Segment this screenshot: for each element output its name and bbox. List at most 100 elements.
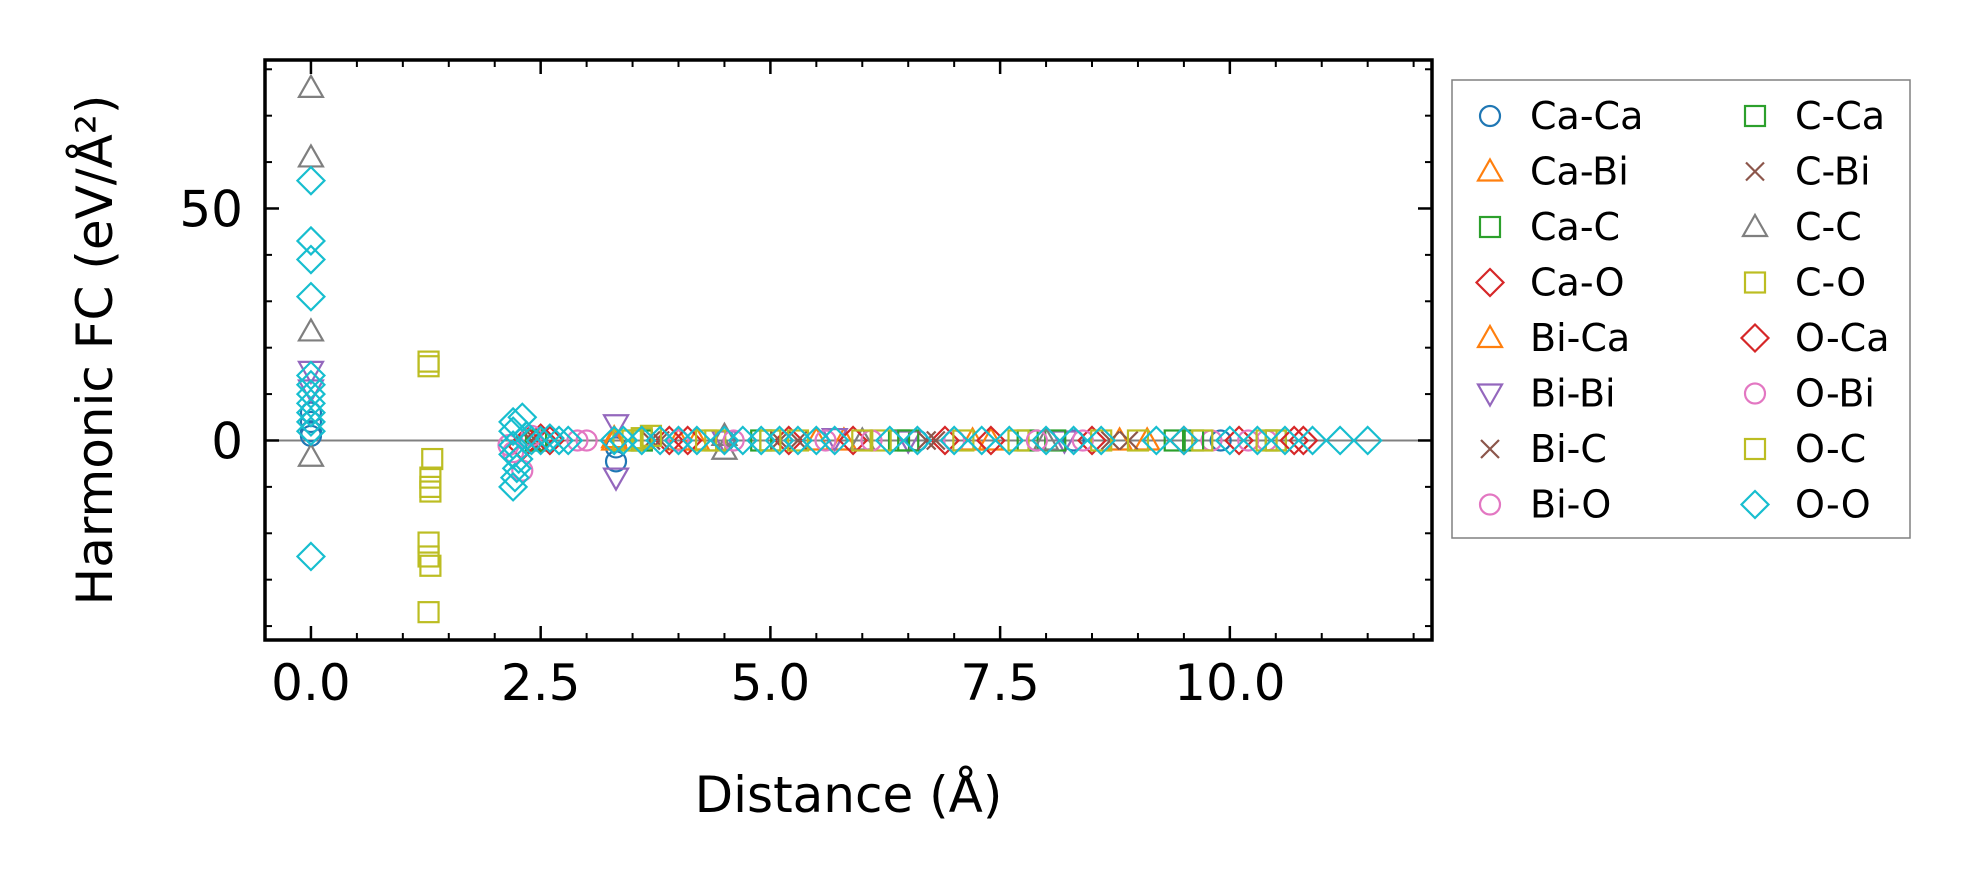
legend-label: O-Ca bbox=[1795, 316, 1890, 360]
data-point bbox=[575, 429, 598, 452]
legend-label: Ca-C bbox=[1530, 205, 1620, 249]
legend-entry: Ca-O bbox=[1474, 261, 1625, 305]
legend-label: Ca-Bi bbox=[1530, 150, 1629, 194]
data-point bbox=[1297, 425, 1328, 456]
data-point bbox=[419, 554, 442, 577]
data-point bbox=[295, 225, 327, 257]
legend-marker bbox=[1478, 493, 1502, 516]
series-c-o bbox=[417, 350, 1287, 624]
data-point bbox=[1242, 425, 1273, 456]
legend-label: C-C bbox=[1795, 205, 1862, 249]
legend-marker bbox=[1476, 157, 1504, 182]
legend-label: Bi-O bbox=[1530, 483, 1611, 527]
data-point bbox=[525, 423, 556, 454]
data-point bbox=[297, 317, 325, 342]
legend-marker bbox=[1741, 212, 1769, 238]
data-point bbox=[1168, 425, 1199, 456]
legend-box bbox=[1451, 79, 1911, 539]
x-axis-label: Distance (Å) bbox=[695, 766, 1003, 824]
y-axis-label: Harmonic FC (eV/Å²) bbox=[66, 95, 124, 606]
data-point bbox=[1191, 429, 1214, 452]
legend-marker bbox=[1739, 489, 1771, 520]
data-point bbox=[299, 410, 323, 434]
legend-marker bbox=[1476, 383, 1504, 408]
legend-entry: Bi-O bbox=[1478, 483, 1611, 527]
data-point bbox=[419, 480, 442, 503]
y-tick-label: 0 bbox=[211, 412, 243, 470]
legend-entry: O-Ca bbox=[1739, 316, 1890, 360]
data-point bbox=[1058, 425, 1089, 456]
legend-entry: C-O bbox=[1743, 261, 1866, 305]
legend-entry: Ca-Ca bbox=[1478, 94, 1643, 138]
x-tick-label: 5.0 bbox=[731, 654, 811, 712]
legend-entry: O-Bi bbox=[1743, 372, 1875, 416]
data-point bbox=[1255, 429, 1278, 452]
legend-entry: Bi-Bi bbox=[1476, 372, 1616, 416]
legend-entry: C-C bbox=[1741, 205, 1862, 249]
data-point bbox=[417, 531, 440, 554]
data-point bbox=[503, 443, 534, 475]
legend-marker bbox=[1739, 322, 1771, 354]
legend-label: Bi-Ca bbox=[1530, 316, 1630, 360]
legend-label: C-Ca bbox=[1795, 94, 1885, 138]
data-point bbox=[1025, 429, 1048, 452]
data-point bbox=[501, 453, 532, 484]
data-point bbox=[1163, 429, 1186, 452]
data-point bbox=[295, 416, 327, 447]
legend-marker bbox=[1743, 271, 1767, 294]
legend-label: Ca-Ca bbox=[1530, 94, 1643, 138]
data-point bbox=[1071, 429, 1094, 452]
data-point bbox=[1007, 429, 1030, 452]
data-point bbox=[295, 244, 327, 275]
axis-ticks-layer: 0.0 2.5 5.0 7.5 10.0 0 50 bbox=[179, 60, 1432, 712]
y-tick-label: 50 bbox=[179, 180, 243, 238]
data-point bbox=[1141, 425, 1172, 456]
data-point bbox=[830, 426, 858, 451]
legend-marker bbox=[1480, 439, 1500, 459]
legend-label: Bi-C bbox=[1530, 427, 1607, 471]
data-point bbox=[1209, 429, 1232, 452]
x-tick-label: 2.5 bbox=[501, 654, 581, 712]
data-point bbox=[1126, 429, 1150, 452]
legend: Ca-Ca Ca-Bi Ca-C Ca-O Bi-Ca Bi-Bi Bi-C Bi-O C-Ca… bbox=[1451, 79, 1911, 539]
data-point bbox=[722, 429, 745, 452]
data-points-layer bbox=[295, 73, 1383, 624]
data-point bbox=[421, 447, 444, 471]
data-point bbox=[602, 414, 630, 439]
x-tick-label: 10.0 bbox=[1174, 654, 1285, 712]
data-point bbox=[786, 429, 810, 452]
legend-marker bbox=[1478, 104, 1502, 128]
legend-label: Bi-Bi bbox=[1530, 372, 1616, 416]
legend-label: O-Bi bbox=[1795, 372, 1875, 416]
data-point bbox=[295, 406, 327, 437]
data-point bbox=[498, 471, 529, 502]
data-point bbox=[612, 429, 635, 452]
data-point bbox=[874, 425, 905, 456]
data-point bbox=[681, 425, 712, 456]
data-point bbox=[1352, 425, 1383, 456]
legend-label: Ca-O bbox=[1530, 261, 1625, 305]
data-point bbox=[553, 425, 584, 456]
data-point bbox=[1269, 425, 1301, 456]
data-point bbox=[667, 429, 690, 452]
data-point bbox=[1031, 425, 1062, 456]
data-point bbox=[851, 429, 874, 452]
data-point bbox=[297, 442, 325, 467]
legend-entry: C-Ca bbox=[1743, 94, 1885, 138]
data-point bbox=[814, 429, 837, 452]
data-point bbox=[1090, 429, 1113, 452]
data-point bbox=[543, 425, 575, 456]
legend-entry: O-O bbox=[1739, 483, 1871, 527]
data-point bbox=[966, 425, 997, 456]
data-point bbox=[926, 430, 946, 451]
data-point bbox=[939, 425, 970, 456]
data-point bbox=[1237, 429, 1260, 452]
data-point bbox=[897, 429, 920, 452]
plot-frame bbox=[263, 58, 1434, 642]
data-point bbox=[902, 425, 933, 456]
legend-entry: Ca-Bi bbox=[1476, 150, 1629, 194]
x-tick-label: 0.0 bbox=[271, 654, 351, 712]
data-point bbox=[602, 467, 630, 492]
data-point bbox=[417, 601, 440, 624]
